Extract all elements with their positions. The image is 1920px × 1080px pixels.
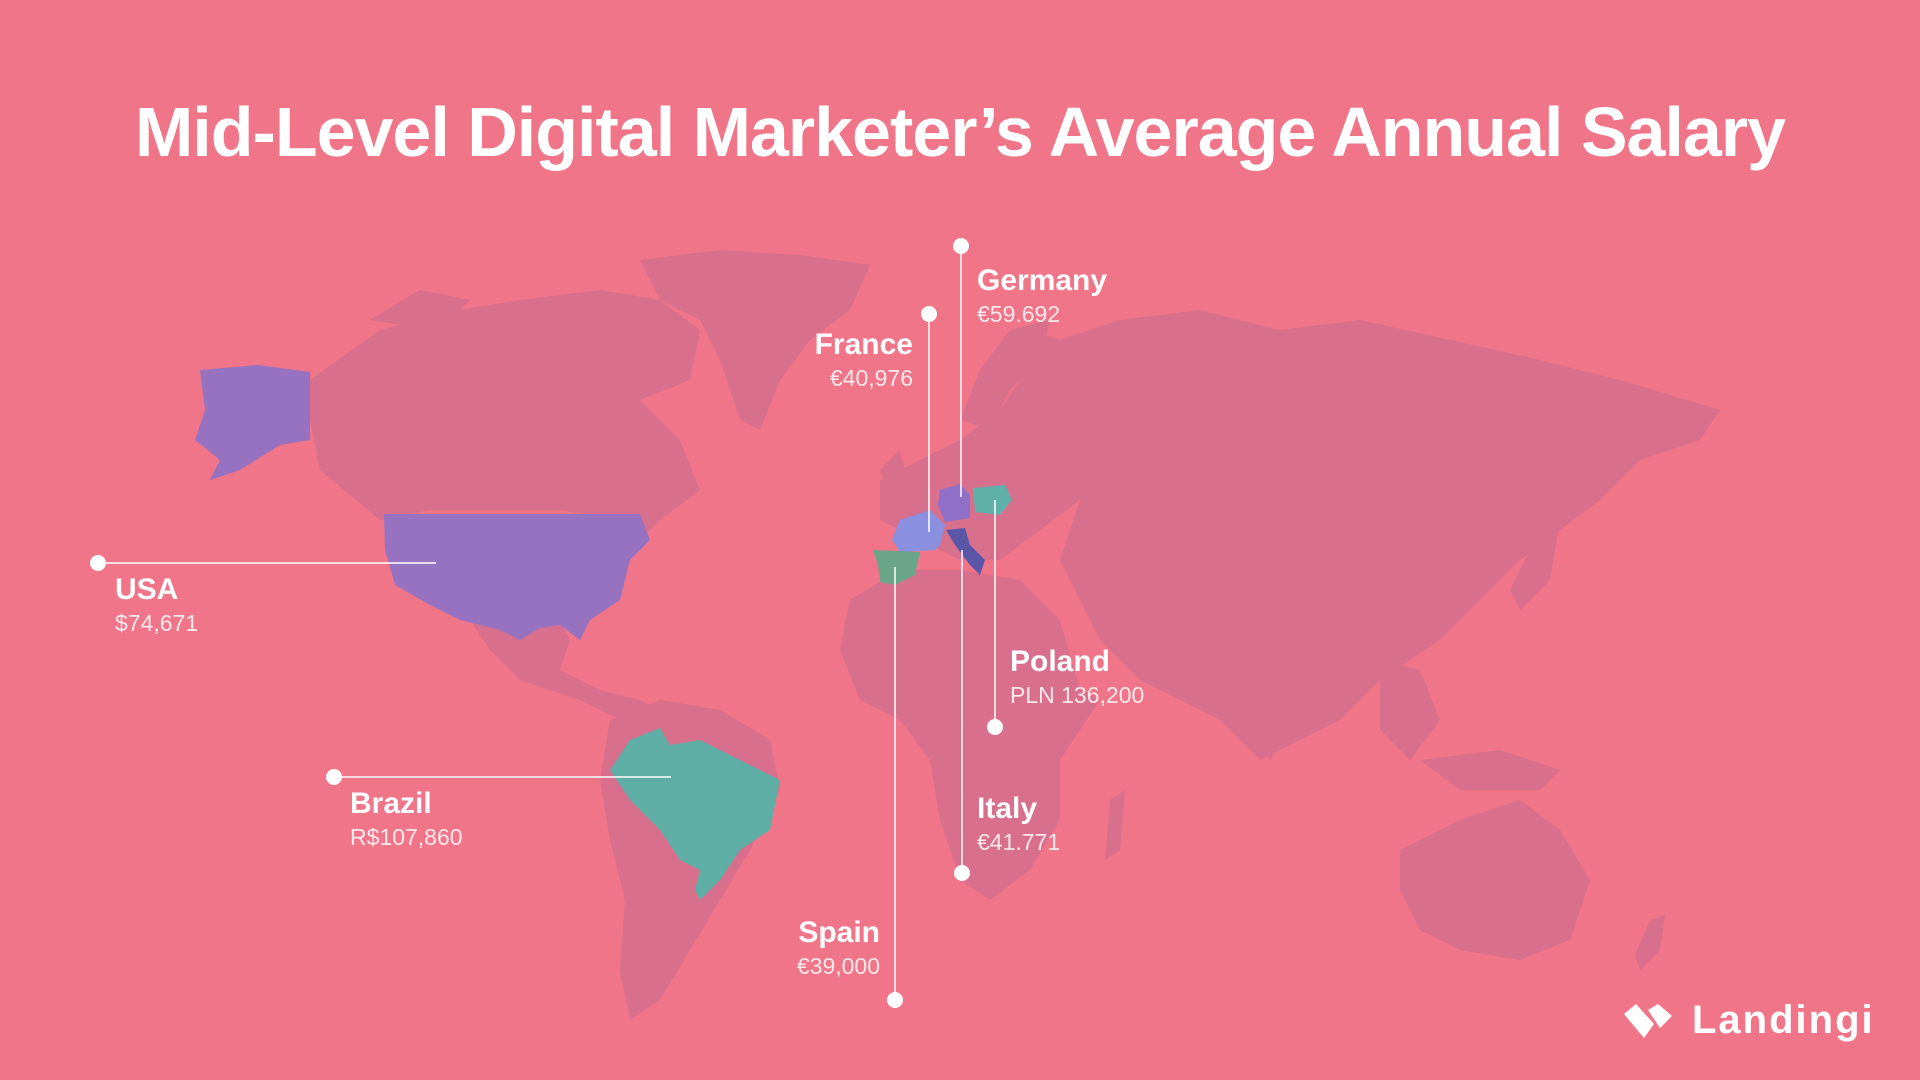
label-spain: Spain €39,000 xyxy=(797,916,880,982)
brand-logo: Landingi xyxy=(1624,998,1875,1043)
label-italy: Italy €41.771 xyxy=(977,792,1060,858)
label-france: France €40,976 xyxy=(815,328,913,394)
salary-value: PLN 136,200 xyxy=(1010,682,1145,708)
country-name: Italy xyxy=(977,792,1038,825)
country-name: Poland xyxy=(1010,645,1111,678)
label-poland: Poland PLN 136,200 xyxy=(1010,645,1144,711)
brand-name: Landingi xyxy=(1692,998,1875,1042)
salary-value: €39,000 xyxy=(796,953,880,979)
country-name: Germany xyxy=(977,264,1108,297)
country-name: USA xyxy=(115,573,179,606)
country-spain xyxy=(873,550,920,585)
salary-value: $74,671 xyxy=(115,610,199,636)
salary-value: €40,976 xyxy=(829,365,913,391)
salary-value: R$107,860 xyxy=(350,824,463,850)
continents xyxy=(310,250,1720,1020)
landingi-logo-icon xyxy=(1624,1003,1672,1038)
label-usa: USA $74,671 xyxy=(115,573,198,639)
page-title: Mid-Level Digital Marketer’s Average Ann… xyxy=(134,93,1786,171)
country-usa xyxy=(195,365,650,640)
salary-value: €41.771 xyxy=(977,829,1061,855)
country-name: Spain xyxy=(798,916,880,949)
marker-dots xyxy=(90,238,1003,1008)
country-name: France xyxy=(814,328,913,361)
marker-lines xyxy=(98,246,996,1000)
country-poland xyxy=(973,485,1012,515)
country-france xyxy=(892,510,945,552)
country-name: Brazil xyxy=(350,787,432,820)
salary-value: €59.692 xyxy=(977,301,1061,327)
label-germany: Germany €59.692 xyxy=(977,264,1107,330)
label-brazil: Brazil R$107,860 xyxy=(350,787,463,853)
country-brazil xyxy=(610,728,780,900)
country-italy xyxy=(946,528,985,575)
country-germany xyxy=(938,484,970,522)
